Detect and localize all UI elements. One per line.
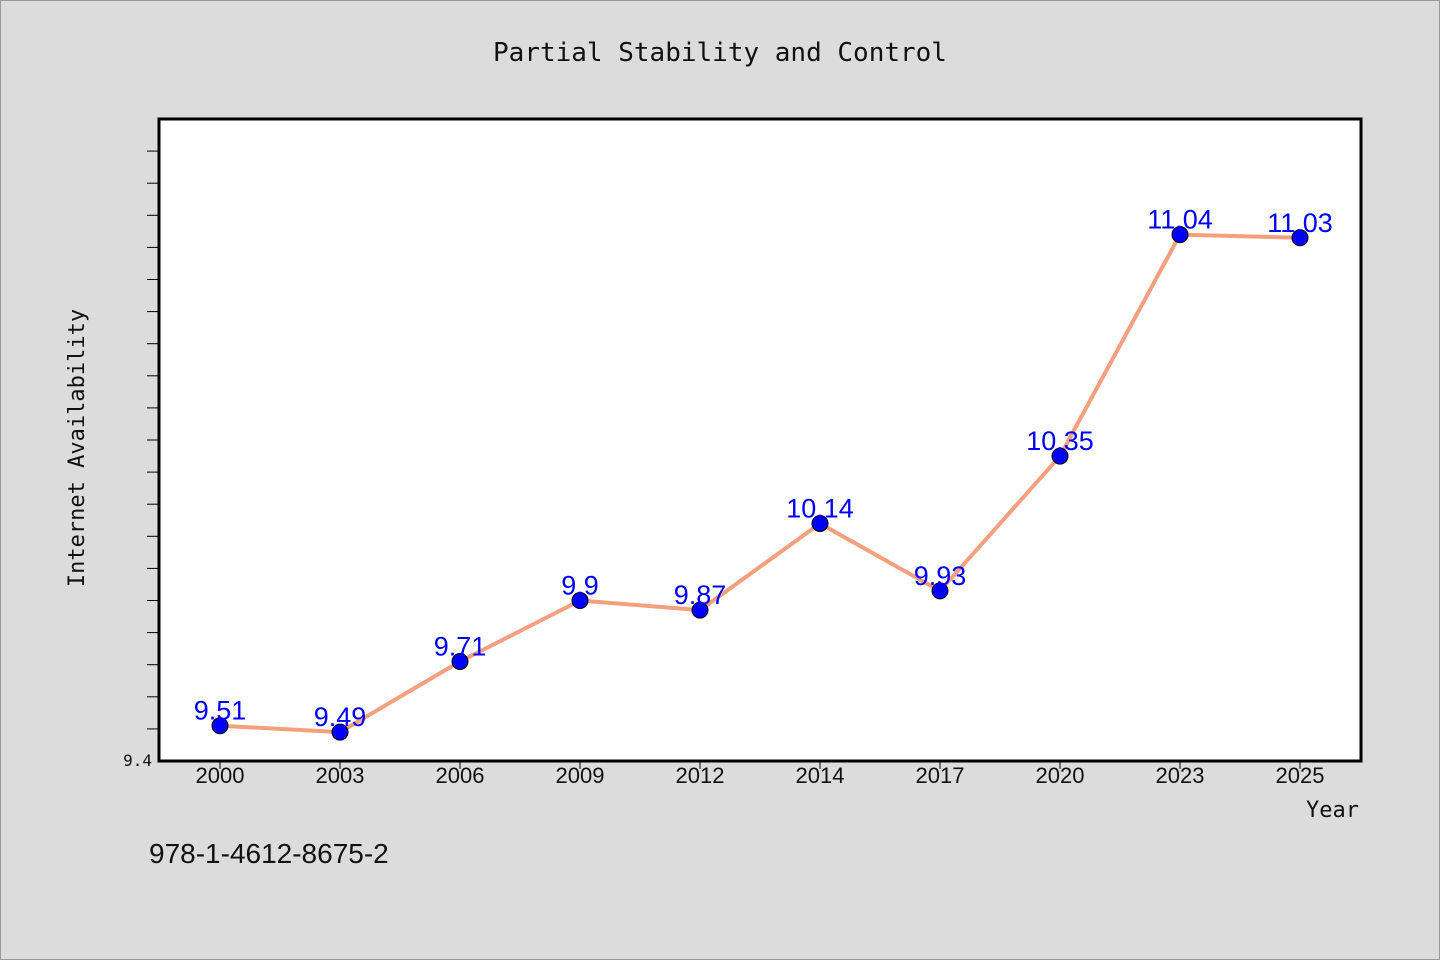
data-point bbox=[691, 601, 709, 619]
data-label: 9.71 bbox=[434, 632, 487, 662]
x-tick-label: 2017 bbox=[916, 763, 965, 788]
plot-area bbox=[157, 117, 1363, 763]
x-tick-label: 2014 bbox=[796, 763, 845, 788]
x-tick-label: 2009 bbox=[556, 763, 605, 788]
data-label: 9.93 bbox=[914, 561, 967, 591]
data-label: 10.14 bbox=[786, 494, 854, 524]
series-line bbox=[219, 232, 1301, 735]
data-point bbox=[211, 717, 229, 735]
data-label: 9.51 bbox=[194, 696, 247, 726]
x-tick-label: 2025 bbox=[1276, 763, 1325, 788]
data-point bbox=[1051, 447, 1069, 465]
x-axis-title: Year bbox=[1306, 798, 1359, 823]
data-label: 10.35 bbox=[1026, 426, 1094, 456]
isbn-text: 978-1-4612-8675-2 bbox=[149, 838, 389, 869]
data-label: 11.04 bbox=[1147, 205, 1213, 235]
x-tick-label: 2012 bbox=[676, 763, 725, 788]
data-point bbox=[811, 515, 829, 532]
data-label: 9.49 bbox=[314, 702, 367, 732]
data-point bbox=[1171, 226, 1189, 244]
y-axis-ticks bbox=[147, 150, 159, 730]
x-axis-ticks: 2000 2003 2006 2009 2012 2014 2017 2020 2023 2025 bbox=[196, 761, 1325, 788]
data-point bbox=[331, 723, 349, 741]
data-point bbox=[1291, 229, 1309, 247]
x-tick-label: 2000 bbox=[196, 763, 245, 788]
data-point bbox=[451, 653, 469, 670]
x-tick-label: 2006 bbox=[436, 763, 485, 788]
x-tick-label: 2023 bbox=[1156, 763, 1205, 788]
x-tick-label: 2020 bbox=[1036, 763, 1085, 788]
x-tick-label: 2003 bbox=[316, 763, 365, 788]
data-point bbox=[931, 582, 949, 600]
data-label: 9.9 bbox=[561, 571, 599, 601]
data-label: 9.87 bbox=[674, 580, 727, 610]
series-layer: 9.51 9.49 9.71 9.9 9.87 10.14 9.93 10.35 11.04 11… bbox=[194, 205, 1333, 741]
y-axis-title: Internet Availability bbox=[65, 309, 90, 587]
chart-title: Partial Stability and Control bbox=[493, 38, 947, 68]
data-label: 11.03 bbox=[1267, 208, 1333, 238]
data-point bbox=[571, 592, 589, 609]
y-tick-label-min: 9.4 bbox=[123, 751, 152, 770]
